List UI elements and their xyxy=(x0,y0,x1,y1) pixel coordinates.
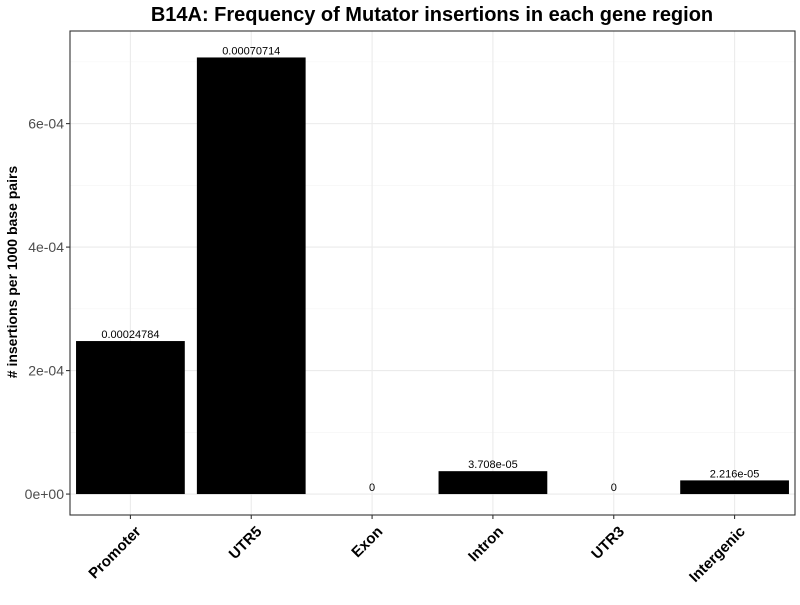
data-label: 3.708e-05 xyxy=(468,459,518,471)
bar-utr5 xyxy=(196,57,306,495)
y-tick-label: 2e-04 xyxy=(28,363,64,379)
data-label: 2.216e-05 xyxy=(710,468,760,480)
y-tick-label: 4e-04 xyxy=(28,239,64,255)
x-tick-label: Intergenic xyxy=(686,523,749,586)
panel-border xyxy=(69,30,796,516)
bar-intergenic xyxy=(680,480,789,495)
data-label: 0 xyxy=(369,482,375,494)
data-label: 0.00070714 xyxy=(222,45,280,57)
data-label: 0 xyxy=(611,482,617,494)
y-tick-label: 6e-04 xyxy=(28,116,64,132)
x-tick-label: Promoter xyxy=(85,523,144,582)
panel-background xyxy=(70,31,795,515)
y-axis-title: # insertions per 1000 base pairs xyxy=(4,166,20,379)
y-tick-label: 0e+00 xyxy=(25,486,65,502)
x-tick-label: Exon xyxy=(348,523,386,561)
bar-intron xyxy=(438,471,548,495)
x-tick-label: UTR5 xyxy=(226,523,266,563)
data-label: 0.00024784 xyxy=(101,329,159,341)
x-tick-label: Intron xyxy=(465,523,507,565)
chart-title: B14A: Frequency of Mutator insertions in… xyxy=(151,4,713,26)
plot-area: 0.00024784 0.00070714 0 3.708e-05 0 2.216e-05… xyxy=(25,30,796,586)
x-tick-label: UTR3 xyxy=(588,523,628,563)
bar-promoter xyxy=(76,341,185,495)
